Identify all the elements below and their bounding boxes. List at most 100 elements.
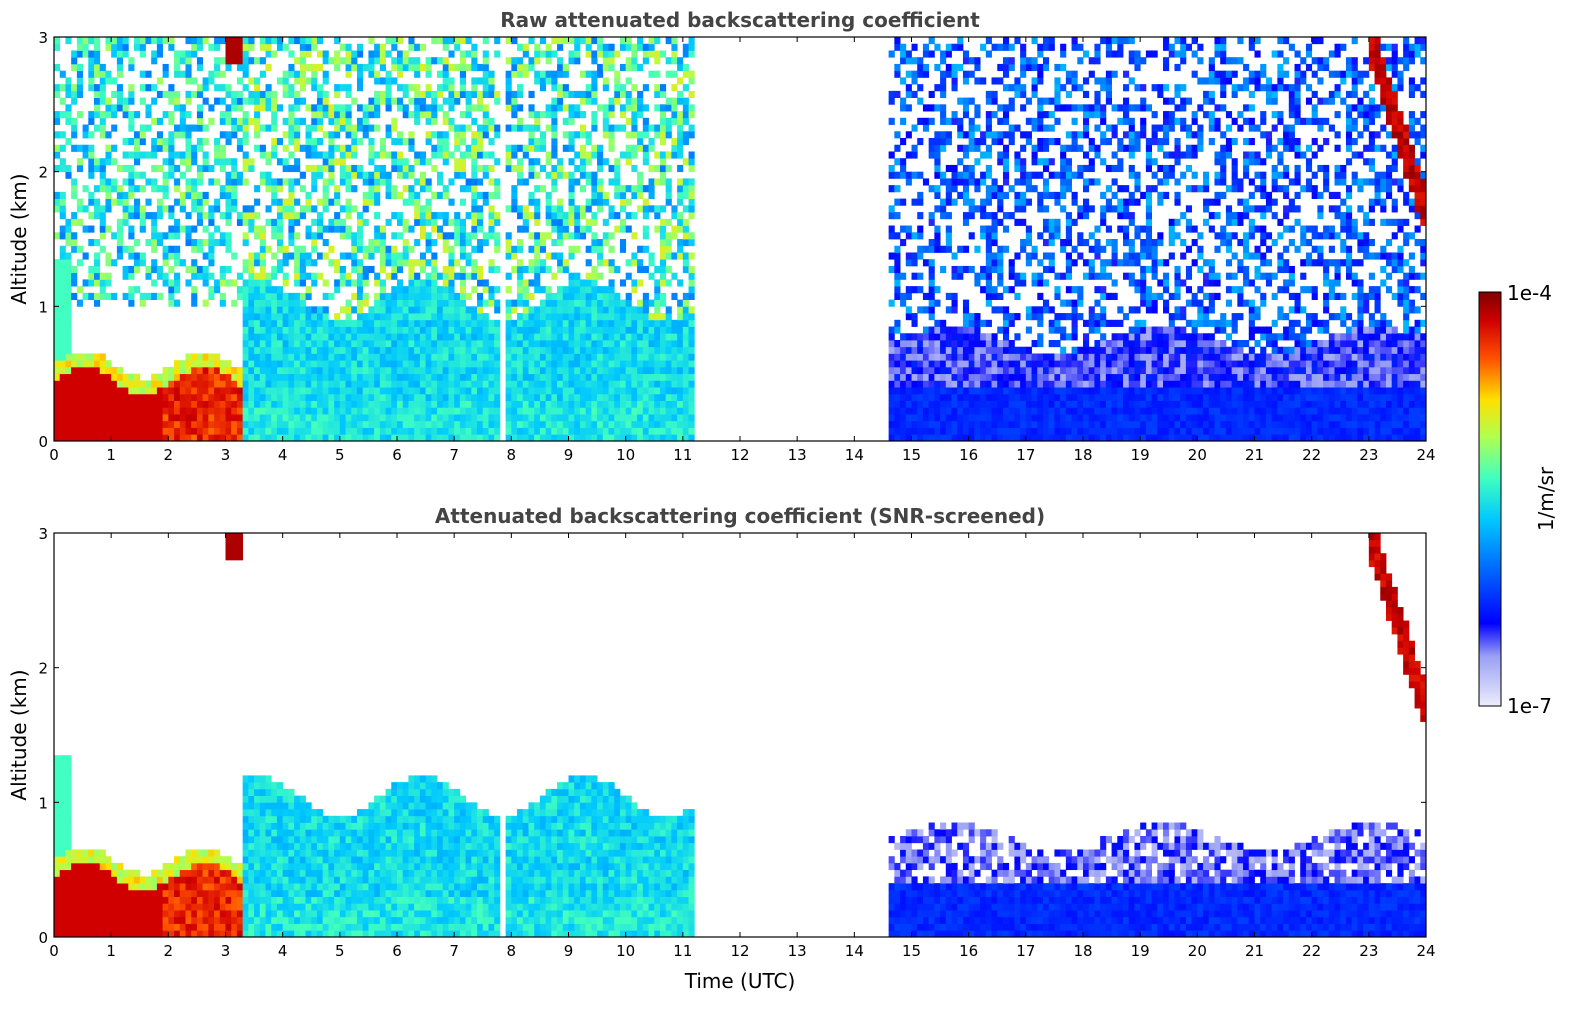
heatmap-cell	[608, 400, 615, 408]
heatmap-cell	[54, 164, 61, 173]
heatmap-cell	[139, 70, 146, 78]
heatmap-cell	[299, 265, 306, 274]
heatmap-cell	[551, 326, 558, 334]
heatmap-cell	[900, 420, 907, 428]
heatmap-cell	[517, 212, 524, 220]
heatmap-cell	[208, 178, 215, 186]
heatmap-cell	[179, 259, 186, 267]
heatmap-cell	[545, 400, 552, 408]
heatmap-cell	[76, 43, 83, 51]
heatmap-cell	[265, 387, 272, 395]
heatmap-cell	[585, 326, 592, 334]
heatmap-cell	[208, 366, 215, 375]
heatmap-cell	[76, 387, 83, 395]
heatmap-cell	[471, 420, 478, 428]
heatmap-cell	[59, 420, 66, 428]
heatmap-cell	[379, 353, 386, 361]
heatmap-cell	[957, 427, 964, 435]
heatmap-cell	[391, 164, 398, 173]
heatmap-cell	[437, 232, 444, 240]
heatmap-cell	[894, 245, 901, 253]
heatmap-cell	[299, 434, 306, 442]
heatmap-cell	[385, 191, 392, 199]
heatmap-cell	[202, 279, 209, 287]
heatmap-cell	[677, 306, 684, 314]
heatmap-cell	[494, 232, 501, 240]
heatmap-cell	[105, 414, 112, 422]
heatmap-cell	[311, 151, 318, 159]
heatmap-cell	[76, 245, 83, 253]
heatmap-cell	[305, 272, 312, 280]
heatmap-cell	[299, 326, 306, 334]
heatmap-cell	[105, 205, 112, 213]
heatmap-cell	[162, 111, 169, 119]
heatmap-cell	[139, 131, 146, 139]
heatmap-cell	[940, 387, 947, 395]
heatmap-cell	[602, 313, 609, 321]
heatmap-cell	[419, 420, 426, 428]
heatmap-cell	[379, 57, 386, 65]
heatmap-cell	[471, 265, 478, 274]
heatmap-cell	[568, 232, 575, 240]
heatmap-cell	[940, 90, 947, 98]
heatmap-cell	[236, 292, 244, 300]
heatmap-cell	[305, 400, 312, 408]
heatmap-cell	[71, 353, 78, 361]
heatmap-cell	[619, 393, 627, 401]
heatmap-cell	[391, 286, 398, 294]
heatmap-cell	[305, 164, 312, 173]
heatmap-cell	[345, 366, 352, 375]
heatmap-cell	[557, 313, 564, 321]
heatmap-cell	[648, 407, 655, 415]
heatmap-cell	[442, 70, 449, 78]
heatmap-cell	[305, 427, 312, 435]
heatmap-cell	[945, 326, 952, 334]
heatmap-cell	[65, 366, 72, 375]
heatmap-cell	[940, 212, 947, 220]
heatmap-cell	[517, 340, 524, 348]
heatmap-cell	[688, 387, 695, 395]
heatmap-cell	[539, 286, 547, 294]
heatmap-cell	[419, 434, 426, 442]
heatmap-cell	[231, 178, 238, 186]
heatmap-cell	[334, 117, 341, 125]
heatmap-cell	[425, 239, 432, 247]
heatmap-cell	[505, 37, 512, 45]
heatmap-cell	[397, 138, 404, 146]
heatmap-cell	[625, 319, 632, 327]
heatmap-cell	[134, 205, 141, 213]
heatmap-cell	[259, 252, 266, 260]
heatmap-cell	[259, 400, 266, 408]
heatmap-cell	[431, 299, 438, 307]
heatmap-cell	[614, 380, 621, 388]
heatmap-cell	[65, 434, 72, 442]
heatmap-cell	[65, 239, 72, 247]
heatmap-cell	[208, 212, 215, 220]
heatmap-cell	[431, 400, 438, 408]
heatmap-cell	[568, 353, 575, 361]
heatmap-cell	[614, 124, 621, 132]
heatmap-cell	[248, 340, 255, 348]
heatmap-cell	[962, 333, 970, 341]
heatmap-cell	[294, 117, 301, 125]
heatmap-cell	[139, 393, 146, 401]
heatmap-cell	[522, 340, 529, 348]
heatmap-cell	[522, 218, 529, 226]
heatmap-cell	[316, 340, 324, 348]
heatmap-cell	[625, 57, 632, 65]
heatmap-cell	[642, 427, 649, 435]
heatmap-cell	[688, 407, 695, 415]
heatmap-cell	[242, 319, 249, 327]
heatmap-cell	[602, 420, 609, 428]
heatmap-cell	[619, 111, 627, 119]
heatmap-cell	[894, 252, 901, 260]
heatmap-cell	[431, 326, 438, 334]
heatmap-cell	[282, 353, 289, 361]
heatmap-cell	[945, 239, 952, 247]
heatmap-cell	[116, 84, 123, 92]
heatmap-cell	[88, 191, 95, 199]
heatmap-cell	[351, 387, 358, 395]
heatmap-cell	[894, 232, 901, 240]
heatmap-cell	[905, 427, 912, 435]
heatmap-cell	[619, 151, 627, 159]
